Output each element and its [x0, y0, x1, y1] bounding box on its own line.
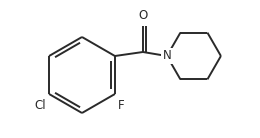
Text: Cl: Cl: [35, 99, 46, 112]
Text: N: N: [162, 50, 171, 63]
Text: F: F: [118, 99, 125, 112]
Text: O: O: [138, 9, 147, 22]
